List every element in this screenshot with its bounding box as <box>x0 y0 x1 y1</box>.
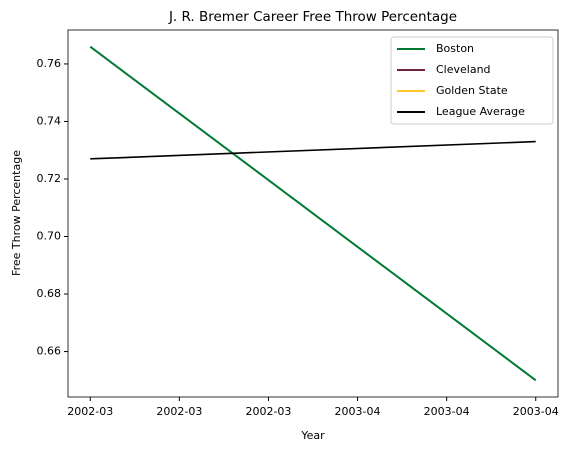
x-tick-label: 2003-04 <box>335 405 381 418</box>
y-tick-label: 0.74 <box>37 114 62 127</box>
legend-box <box>390 36 554 125</box>
legend: Boston Cleveland Golden State League Averag… <box>390 36 554 125</box>
x-axis-label: Year <box>300 429 325 442</box>
x-tick-label: 2002-03 <box>156 405 202 418</box>
series-line <box>90 140 536 160</box>
legend-label: Cleveland <box>436 63 491 76</box>
legend-label: League Average <box>436 105 525 118</box>
chart-title: J. R. Bremer Career Free Throw Percentag… <box>168 9 457 25</box>
x-tick-label: 2002-03 <box>67 405 113 418</box>
legend-label: Golden State <box>436 84 508 97</box>
plot-frame <box>67 29 559 398</box>
series-line <box>89 45 537 382</box>
legend-label: Boston <box>436 42 474 55</box>
x-tick-label: 2002-03 <box>245 405 291 418</box>
x-tick-label: 2003-04 <box>424 405 470 418</box>
y-tick-label: 0.72 <box>37 172 62 185</box>
x-tick-label: 2003-04 <box>513 405 559 418</box>
y-tick-label: 0.70 <box>37 230 62 243</box>
y-tick-label: 0.68 <box>37 287 62 300</box>
y-tick-label: 0.76 <box>37 57 62 70</box>
y-tick-label: 0.66 <box>37 345 62 358</box>
y-axis-label: Free Throw Percentage <box>10 150 23 276</box>
